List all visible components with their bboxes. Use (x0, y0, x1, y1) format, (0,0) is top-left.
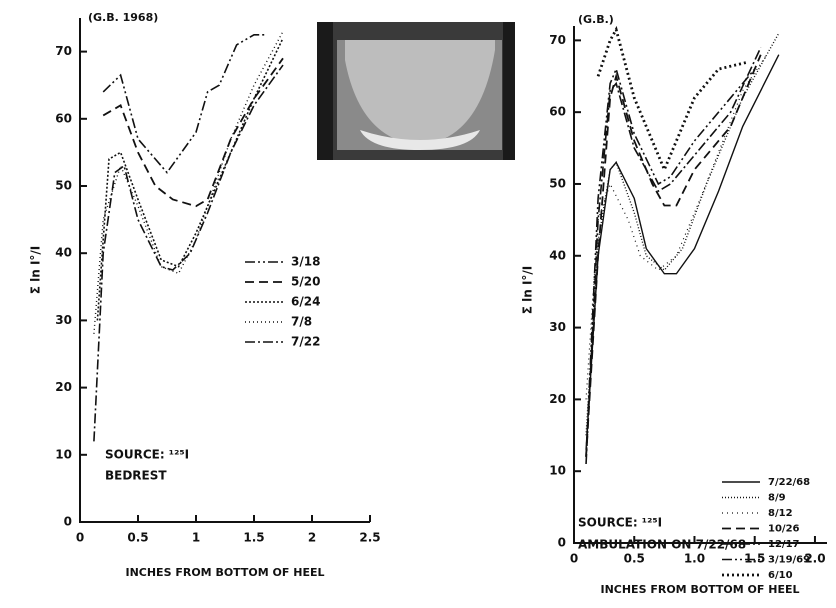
x-tick-label: 1.5 (744, 552, 765, 566)
chart-title: (G.B. 1968) (88, 11, 158, 24)
series-line (93, 31, 284, 334)
series-line (585, 66, 756, 457)
legend-label: 5/20 (291, 275, 320, 289)
x-tick-label: 1.0 (684, 552, 705, 566)
y-tick-label: 10 (549, 464, 566, 478)
legend-label: 6/24 (291, 295, 320, 309)
x-axis-label: INCHES FROM BOTTOM OF HEEL (125, 566, 324, 579)
y-tick-label: 10 (55, 447, 72, 461)
legend-label: 7/22 (291, 335, 320, 349)
x-tick-label: 2.5 (359, 531, 380, 545)
series-line (585, 32, 780, 436)
legend-label: 8/9 (768, 493, 786, 504)
y-tick-label: 0 (64, 515, 72, 529)
y-tick-label: 30 (549, 320, 566, 334)
x-tick-label: 1.5 (243, 531, 264, 545)
annotation: AMBULATION ON 7/22/68 (578, 538, 746, 552)
legend-label: 3/19/69 (768, 555, 810, 566)
series-line (102, 57, 284, 208)
annotation: BEDREST (105, 469, 167, 483)
y-axis-label: Σ ln I°/I (29, 246, 43, 295)
x-axis-label: INCHES FROM BOTTOM OF HEEL (600, 583, 799, 596)
annotation: SOURCE: ¹²⁵I (105, 448, 189, 462)
x-tick-label: 1 (192, 531, 200, 545)
x-tick-label: 0 (570, 552, 578, 566)
y-axis-label: Σ ln I°/I (521, 266, 535, 315)
x-tick-label: 0 (76, 531, 84, 545)
series-line (585, 47, 762, 465)
axes (573, 26, 827, 544)
y-tick-label: 50 (55, 179, 72, 193)
y-tick-label: 60 (55, 111, 72, 125)
legend-label: 7/22/68 (768, 477, 810, 488)
y-tick-label: 40 (549, 248, 566, 262)
heel-photo (317, 22, 515, 160)
series-line (96, 37, 284, 321)
series-line (596, 25, 750, 174)
chart-title: (G.B.) (578, 13, 614, 26)
x-tick-label: 0.5 (624, 552, 645, 566)
x-tick-label: 0.5 (127, 531, 148, 545)
legend-label: 7/8 (291, 315, 312, 329)
legend-label: 3/18 (291, 255, 320, 269)
series-line (585, 54, 780, 450)
y-tick-label: 40 (55, 246, 72, 260)
legend-label: 12/17 (768, 539, 800, 550)
y-tick-label: 0 (558, 536, 566, 550)
x-tick-label: 2 (308, 531, 316, 545)
y-tick-label: 30 (55, 313, 72, 327)
annotation: SOURCE: ¹²⁵I (578, 516, 662, 530)
y-tick-label: 70 (55, 44, 72, 58)
series-line (93, 64, 284, 442)
series-line (102, 34, 266, 174)
legend-label: 6/10 (768, 570, 793, 581)
y-tick-label: 70 (549, 33, 566, 47)
y-tick-label: 60 (549, 105, 566, 119)
y-tick-label: 20 (549, 392, 566, 406)
y-tick-label: 50 (549, 176, 566, 190)
series-line (585, 54, 762, 457)
y-tick-label: 20 (55, 380, 72, 394)
x-tick-label: 2.0 (804, 552, 825, 566)
legend-label: 10/26 (768, 524, 800, 535)
legend-label: 8/12 (768, 508, 793, 519)
